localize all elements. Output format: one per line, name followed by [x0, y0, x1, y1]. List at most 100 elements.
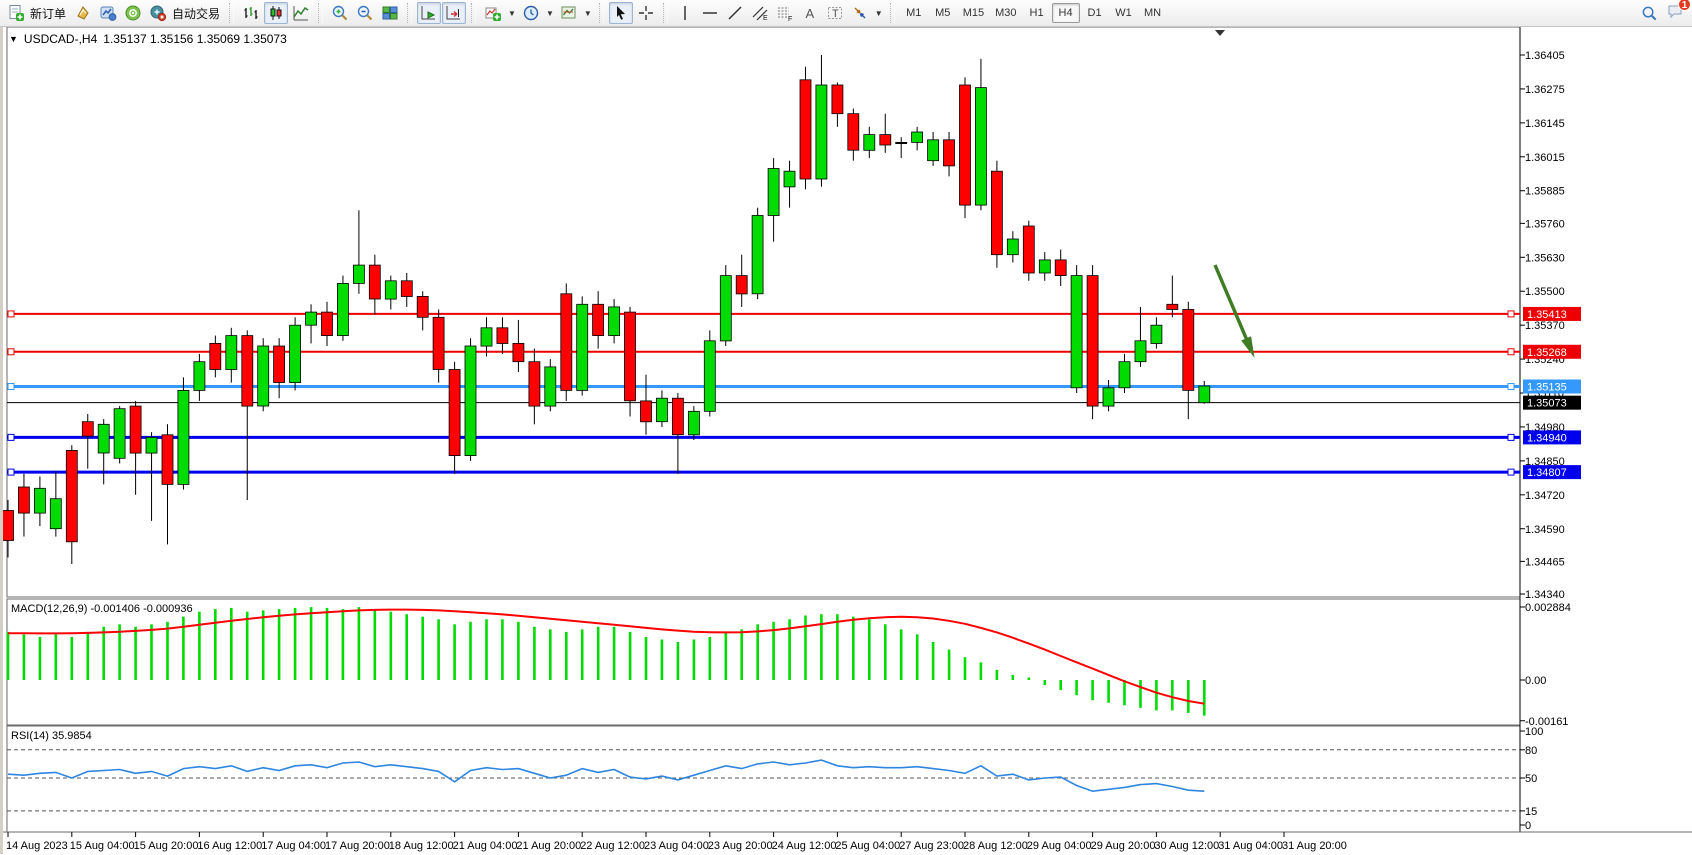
auto-scroll-button[interactable] — [417, 2, 442, 24]
candle — [97, 419, 110, 485]
svg-text:1.35073: 1.35073 — [1527, 398, 1567, 410]
chart-shift-button[interactable] — [442, 2, 467, 24]
candle — [1150, 317, 1163, 349]
bar-chart-button[interactable] — [239, 2, 263, 24]
candle — [49, 471, 62, 537]
candle — [464, 338, 477, 461]
axis-label: 1.36015 — [1525, 152, 1565, 164]
zoom-in-button[interactable] — [328, 2, 352, 24]
vertical-line-button[interactable] — [673, 2, 697, 24]
candle — [241, 330, 254, 500]
market-watch-button[interactable] — [96, 2, 120, 24]
candle — [879, 113, 892, 153]
candle — [959, 77, 971, 219]
candle — [783, 160, 796, 208]
timeframe-button-m5[interactable]: M5 — [935, 7, 951, 19]
indicators-dropdown-arrow[interactable]: ▼ — [508, 8, 516, 18]
auto-trading-label[interactable]: 自动交易 — [172, 6, 221, 21]
timeframe-button-mn[interactable]: MN — [1143, 7, 1162, 19]
candle — [943, 132, 955, 177]
quotes-button[interactable] — [71, 2, 95, 24]
toolbar-separator — [407, 3, 413, 23]
timeframe-button-m30[interactable]: M30 — [995, 7, 1017, 19]
candle — [1166, 275, 1179, 318]
text-label-button[interactable]: T — [823, 2, 847, 24]
arrow-annotation[interactable] — [1213, 264, 1255, 358]
ohlc-readout: 1.35137 1.35156 1.35069 1.35073 — [103, 32, 287, 46]
tile-windows-button[interactable] — [378, 2, 402, 24]
candle — [895, 137, 908, 159]
chart-shift-marker — [1215, 30, 1225, 36]
candle — [751, 207, 764, 300]
candle — [1038, 252, 1051, 281]
toolbar-separator — [889, 3, 895, 23]
hline-1.34940[interactable]: 1.34940 — [7, 430, 1581, 445]
x-axis-label: 30 Aug 12:00 — [1154, 840, 1219, 852]
timeframe-button-w1[interactable]: W1 — [1115, 7, 1132, 19]
line-chart-button[interactable] — [289, 2, 313, 24]
signals-button[interactable] — [121, 2, 145, 24]
svg-text:1.34807: 1.34807 — [1527, 467, 1567, 479]
candle — [352, 210, 365, 294]
timeframe-button-h1[interactable]: H1 — [1029, 7, 1044, 19]
candle — [81, 413, 94, 469]
cursor-button[interactable] — [608, 2, 633, 24]
auto-trading-button[interactable] — [146, 2, 170, 24]
candle — [528, 348, 541, 425]
candle — [927, 132, 939, 166]
candle — [767, 158, 780, 242]
candle — [225, 327, 238, 383]
timeframe-button-m1[interactable]: M1 — [906, 7, 922, 19]
indicators-button[interactable] — [481, 2, 505, 24]
new-order-label[interactable]: 新订单 — [30, 6, 67, 21]
search-icon[interactable] — [1641, 5, 1658, 22]
zoom-out-button[interactable] — [353, 2, 377, 24]
chart-canvas[interactable]: 1.36405 1.36275 1.36145 1.36015 1.35885 1.357… — [2, 26, 1692, 854]
horizontal-line-button[interactable] — [698, 2, 722, 24]
trendline-button[interactable] — [723, 2, 747, 24]
x-axis-label: 14 Aug 2023 — [6, 840, 68, 852]
candle — [448, 361, 461, 474]
timeframe-button-h4[interactable]: H4 — [1051, 3, 1080, 23]
chart-menu-arrow-icon[interactable]: ▼ — [9, 34, 18, 44]
new-order-button[interactable] — [4, 2, 28, 24]
periods-button[interactable] — [519, 2, 543, 24]
macd-signal-line — [8, 608, 1205, 705]
timeframe-button-m15[interactable]: M15 — [962, 7, 985, 19]
hline-1.34807[interactable]: 1.34807 — [7, 465, 1581, 480]
add-indicator-icon — [485, 7, 502, 21]
candle — [672, 393, 684, 474]
axis-label: 1.34465 — [1525, 556, 1565, 568]
notifications-button[interactable]: 1 — [1666, 0, 1691, 25]
x-axis-label: 25 Aug 04:00 — [835, 840, 900, 852]
crosshair-button[interactable] — [634, 2, 658, 24]
text-label-icon: T — [827, 7, 842, 20]
main-toolbar: 新订单 自动交易 — [0, 0, 1692, 27]
candlestick-chart-button[interactable] — [264, 2, 289, 24]
timeframe-button-d1[interactable]: D1 — [1087, 7, 1102, 19]
hline-1.35413[interactable]: 1.35413 — [7, 306, 1581, 321]
periods-dropdown-arrow[interactable]: ▼ — [545, 8, 554, 18]
candle — [1022, 220, 1035, 281]
candle — [544, 359, 557, 412]
rsi-line — [7, 759, 1205, 793]
svg-text:T: T — [832, 8, 839, 20]
text-button[interactable]: A — [798, 2, 822, 24]
candle — [815, 55, 828, 187]
channel-button[interactable]: E — [748, 2, 772, 24]
arrows-dropdown-arrow[interactable]: ▼ — [874, 8, 883, 18]
candle — [305, 304, 318, 344]
candle — [560, 283, 573, 401]
trendline-icon — [728, 6, 742, 20]
candle — [273, 338, 286, 399]
horizontal-line-icon — [702, 12, 717, 14]
macd-label: MACD(12,26,9) -0.001406 -0.000936 — [11, 603, 193, 615]
arrows-button[interactable] — [848, 2, 872, 24]
candle — [656, 390, 668, 427]
templates-dropdown-arrow[interactable]: ▼ — [583, 8, 592, 18]
fibonacci-button[interactable]: F — [773, 2, 797, 24]
market-window-icon — [100, 6, 117, 21]
candle — [321, 301, 333, 346]
zoom-out-icon — [357, 5, 373, 21]
templates-button[interactable] — [557, 2, 581, 24]
